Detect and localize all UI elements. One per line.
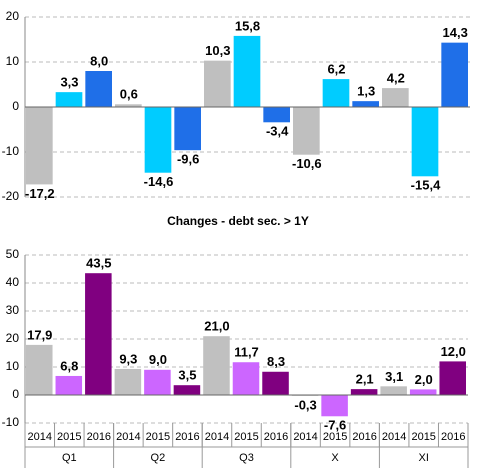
bar xyxy=(85,273,112,395)
bar xyxy=(55,375,83,395)
x-tick-label: 2014 xyxy=(116,431,140,443)
value-label: 9,3 xyxy=(119,351,137,366)
value-label: 17,9 xyxy=(27,327,52,342)
y-tick-label: 20 xyxy=(6,331,20,345)
value-label: 3,1 xyxy=(385,369,403,384)
y-tick-label: -10 xyxy=(2,415,20,429)
value-label: 3,5 xyxy=(178,368,196,383)
bar xyxy=(350,389,378,395)
group-label: X xyxy=(331,452,339,464)
value-label: -3,4 xyxy=(266,124,289,139)
value-label: -15,4 xyxy=(411,178,441,193)
x-tick-label: 2014 xyxy=(205,431,229,443)
bar xyxy=(115,104,142,107)
bar xyxy=(441,42,468,107)
y-tick-label: 10 xyxy=(6,359,20,373)
x-tick-label: 2015 xyxy=(323,431,347,443)
value-label: 3,3 xyxy=(60,75,78,90)
bar xyxy=(232,362,260,395)
value-label: 9,0 xyxy=(149,352,167,367)
value-label: -14,6 xyxy=(144,174,174,189)
value-label: -7,6 xyxy=(324,418,346,433)
bar xyxy=(114,368,142,395)
value-label: 43,5 xyxy=(86,256,111,271)
value-label: 6,2 xyxy=(327,62,345,77)
y-tick-label: 10 xyxy=(6,54,20,68)
value-label: 15,8 xyxy=(235,18,260,33)
x-tick-label: 2014 xyxy=(382,431,406,443)
bar xyxy=(263,107,290,123)
group-label: Q2 xyxy=(151,452,166,464)
x-tick-label: 2015 xyxy=(57,431,81,443)
y-tick-label: 40 xyxy=(6,275,20,289)
value-label: -0,3 xyxy=(294,397,316,412)
x-tick-label: 2014 xyxy=(293,431,317,443)
group-label: Q1 xyxy=(62,452,77,464)
value-label: 2,1 xyxy=(356,372,374,387)
x-tick-label: 2016 xyxy=(264,431,288,443)
y-tick-label: -10 xyxy=(2,144,20,158)
value-label: 10,3 xyxy=(205,43,230,58)
bar xyxy=(262,371,289,395)
value-label: 8,3 xyxy=(267,354,285,369)
y-tick-label: 20 xyxy=(6,9,20,23)
value-label: 11,7 xyxy=(234,345,259,360)
bar xyxy=(55,92,83,107)
x-tick-label: 2015 xyxy=(146,431,170,443)
bar xyxy=(322,79,350,107)
bar xyxy=(144,369,171,395)
x-tick-label: 2016 xyxy=(441,431,465,443)
bar xyxy=(293,107,320,155)
group-label: XI xyxy=(418,452,428,464)
y-tick-label: 0 xyxy=(12,387,19,401)
bar xyxy=(352,101,379,107)
value-label: 4,2 xyxy=(387,71,405,86)
value-label: 14,3 xyxy=(443,25,468,40)
value-label: -9,6 xyxy=(177,152,199,167)
bar xyxy=(203,336,230,395)
value-label: 0,6 xyxy=(120,87,138,102)
y-tick-label: 30 xyxy=(6,303,20,317)
bar xyxy=(144,107,172,173)
bar xyxy=(204,60,231,107)
value-label: 1,3 xyxy=(357,84,375,99)
x-tick-label: 2016 xyxy=(175,431,199,443)
bar xyxy=(382,88,409,107)
value-label: -17,2 xyxy=(25,186,55,201)
y-tick-label: 50 xyxy=(6,247,20,261)
bar xyxy=(85,71,112,107)
bar xyxy=(26,107,53,185)
value-label: 2,0 xyxy=(415,372,433,387)
bar xyxy=(411,107,439,177)
bar xyxy=(439,361,466,395)
value-label: -10,6 xyxy=(292,156,322,171)
chart-title: Changes - debt sec. > 1Y xyxy=(167,214,309,228)
bar xyxy=(380,386,407,395)
value-label: 8,0 xyxy=(90,53,108,68)
x-tick-label: 2014 xyxy=(28,431,52,443)
bar xyxy=(174,107,201,151)
x-tick-label: 2015 xyxy=(234,431,258,443)
x-tick-label: 2016 xyxy=(87,431,111,443)
bar xyxy=(321,395,348,417)
x-tick-label: 2015 xyxy=(411,431,435,443)
value-label: 12,0 xyxy=(441,344,466,359)
value-label: 6,8 xyxy=(60,358,78,373)
value-label: 21,0 xyxy=(204,319,229,334)
bar xyxy=(233,35,261,107)
x-tick-label: 2016 xyxy=(352,431,376,443)
group-label: Q3 xyxy=(239,452,254,464)
bar xyxy=(26,344,53,395)
y-tick-label: 0 xyxy=(12,99,19,113)
bar xyxy=(409,389,437,395)
bar xyxy=(173,385,201,395)
y-tick-label: -20 xyxy=(2,189,20,203)
